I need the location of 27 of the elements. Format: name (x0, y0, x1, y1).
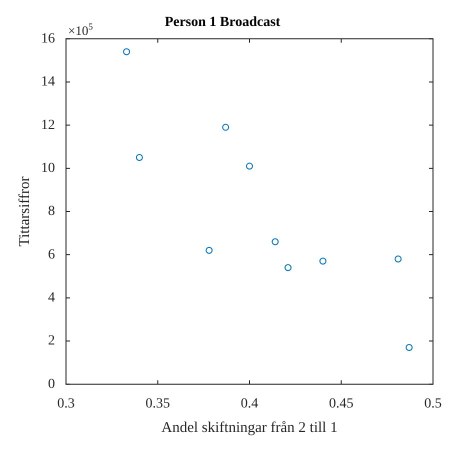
y-tick-label: 2 (48, 334, 55, 349)
y-tick-label: 10 (41, 160, 55, 176)
x-tick-label: 0.4 (240, 396, 258, 412)
point (246, 162, 253, 170)
point (123, 48, 130, 56)
y-tick-label: 8 (48, 204, 55, 220)
y-tick-label: 12 (41, 118, 55, 133)
point (136, 154, 143, 162)
point (319, 258, 326, 265)
y-tick-label: 16 (41, 31, 55, 46)
y-tick-label: 4 (48, 290, 55, 306)
x-tick-label: 0.5 (424, 396, 442, 412)
point (206, 246, 213, 254)
y-tick-label: 0 (48, 376, 55, 392)
chart-title: Person 1 Broadcast (164, 15, 281, 30)
point (272, 238, 279, 246)
y-axis-title: Tittarsiffror (16, 176, 33, 247)
point (222, 124, 230, 131)
y-tick-label: 14 (41, 74, 55, 90)
y-tick-label: 6 (48, 247, 55, 262)
x-tick-label: 0.35 (146, 396, 170, 412)
point (406, 344, 413, 351)
point (394, 255, 402, 262)
x-axis-title: Andel skiftningar från 2 till 1 (161, 420, 338, 436)
point (284, 264, 292, 272)
x-tick-label: 0.3 (57, 396, 75, 412)
x-tick-label: 0.45 (329, 396, 354, 412)
